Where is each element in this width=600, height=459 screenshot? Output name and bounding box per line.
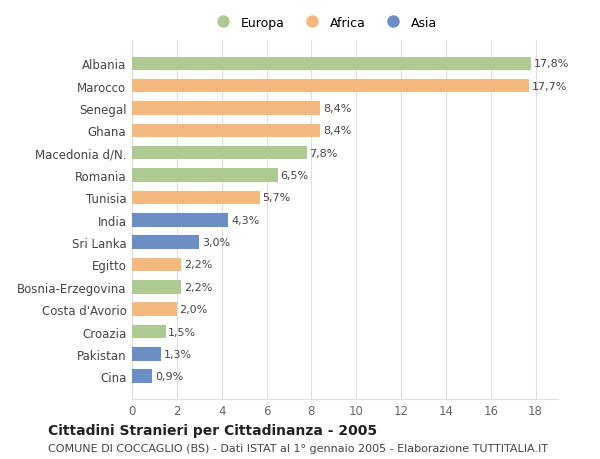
Bar xyxy=(132,80,529,93)
Text: COMUNE DI COCCAGLIO (BS) - Dati ISTAT al 1° gennaio 2005 - Elaborazione TUTTITAL: COMUNE DI COCCAGLIO (BS) - Dati ISTAT al… xyxy=(48,443,548,453)
Bar xyxy=(132,325,166,338)
Text: 2,2%: 2,2% xyxy=(184,282,212,292)
Text: 17,8%: 17,8% xyxy=(534,59,569,69)
Bar xyxy=(132,236,199,249)
Bar xyxy=(132,147,307,160)
Bar xyxy=(132,57,531,71)
Text: 8,4%: 8,4% xyxy=(323,126,352,136)
Text: 8,4%: 8,4% xyxy=(323,104,352,114)
Bar xyxy=(132,280,181,294)
Text: 6,5%: 6,5% xyxy=(280,171,308,181)
Bar xyxy=(132,347,161,361)
Bar xyxy=(132,303,177,316)
Text: 2,2%: 2,2% xyxy=(184,260,212,270)
Bar xyxy=(132,102,320,116)
Bar xyxy=(132,213,229,227)
Bar xyxy=(132,169,278,182)
Text: 4,3%: 4,3% xyxy=(231,215,259,225)
Text: 7,8%: 7,8% xyxy=(310,148,338,158)
Text: 1,3%: 1,3% xyxy=(164,349,192,359)
Text: 3,0%: 3,0% xyxy=(202,238,230,247)
Text: 17,7%: 17,7% xyxy=(532,82,567,91)
Text: 1,5%: 1,5% xyxy=(169,327,196,337)
Text: 0,9%: 0,9% xyxy=(155,371,183,381)
Bar xyxy=(132,258,181,272)
Bar xyxy=(132,191,260,205)
Text: Cittadini Stranieri per Cittadinanza - 2005: Cittadini Stranieri per Cittadinanza - 2… xyxy=(48,423,377,437)
Legend: Europa, Africa, Asia: Europa, Africa, Asia xyxy=(206,12,442,35)
Text: 5,7%: 5,7% xyxy=(262,193,291,203)
Bar xyxy=(132,369,152,383)
Bar xyxy=(132,124,320,138)
Text: 2,0%: 2,0% xyxy=(179,304,208,314)
